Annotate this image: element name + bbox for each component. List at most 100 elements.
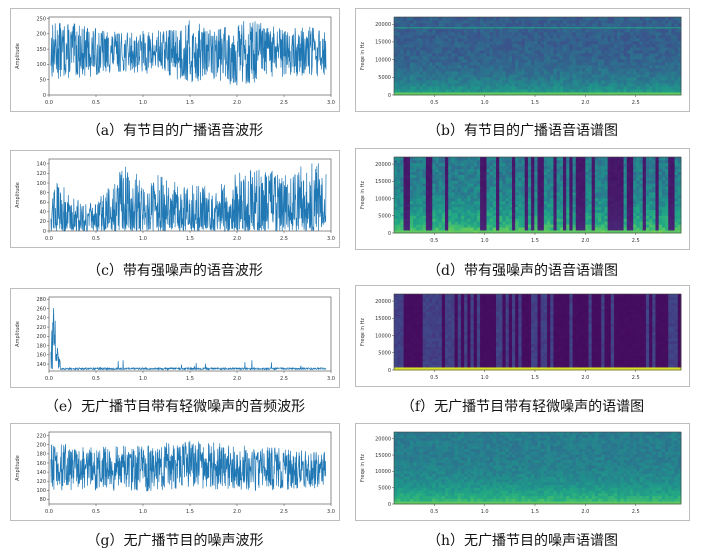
spectrogram-cell (569, 159, 573, 164)
spectrogram-cell (489, 183, 494, 187)
spectrogram-cell (515, 200, 519, 205)
x-tick-label: 1.5 (186, 236, 194, 242)
spectrogram-cell (403, 50, 408, 54)
plot-area (50, 163, 327, 233)
spectrogram-cell (480, 29, 484, 33)
spectrogram-cell (473, 174, 478, 178)
spectrogram-cell (413, 224, 417, 228)
spectrogram-cell (553, 203, 558, 208)
spectrogram-cell (464, 159, 468, 164)
x-tick-label: 1.5 (531, 238, 539, 244)
spectrogram-cell (470, 215, 475, 219)
spectrogram-cell (451, 183, 455, 187)
caption-b: （b）有节目的广播语音语谱图 (427, 123, 618, 139)
spectrogram-cell (473, 23, 478, 27)
spectrogram-cell (531, 92, 535, 96)
spectrogram-cell (547, 168, 551, 173)
spectrogram-cell (652, 86, 656, 90)
spectrogram-cell (665, 209, 669, 213)
spectrogram-cell (400, 323, 404, 327)
spectrogram-cell (537, 168, 542, 173)
spectrogram-cell (591, 189, 596, 193)
spectrogram-cell (403, 200, 408, 205)
spectrogram-cell (499, 171, 503, 175)
spectrogram-cell (633, 59, 637, 63)
spectrogram-cell (406, 326, 411, 330)
spectrogram-cell (496, 17, 500, 21)
spectrogram-cell (496, 159, 500, 164)
y-tick-label: 0 (43, 93, 46, 99)
spectrogram-cell (502, 209, 507, 213)
spectrogram-cell (585, 171, 589, 175)
spectrogram-cell (668, 227, 672, 231)
spectrogram-cell (668, 165, 672, 170)
spectrogram-cell (582, 197, 586, 202)
spectrogram-cell (438, 206, 443, 211)
spectrogram-cell (470, 230, 475, 234)
spectrogram-cell (435, 157, 440, 161)
spectrogram-cell (614, 59, 618, 63)
spectrogram-cell (566, 171, 570, 175)
spectrogram-cell (470, 83, 475, 87)
spectrogram-cell (623, 230, 628, 234)
spectrogram-cell (394, 74, 398, 78)
spectrogram-cell (425, 224, 430, 228)
y-tick-label: 20 (40, 219, 46, 225)
spectrogram-cell (524, 83, 529, 87)
spectrogram-cell (537, 159, 542, 164)
spectrogram-cell (620, 53, 624, 57)
spectrogram-cell (620, 59, 624, 63)
spectrogram-cell (441, 183, 446, 187)
spectrogram-cell (617, 177, 621, 181)
spectrogram-cell (543, 174, 548, 178)
spectrogram-cell (394, 343, 398, 348)
spectrogram-cell (559, 192, 564, 196)
spectrogram-cell (451, 32, 455, 36)
spectrogram-cell (645, 41, 650, 45)
spectrogram-cell (460, 168, 465, 173)
spectrogram-chart-f: Freqe in Hz0.5 1.0 1.5 2.0 2.505000100001500… (360, 293, 682, 381)
spectrogram-cell (645, 192, 650, 196)
spectrogram-cell (668, 157, 672, 161)
spectrogram-cell (515, 189, 519, 193)
spectrogram-cell (543, 212, 548, 216)
spectrogram-cell (448, 230, 452, 234)
spectrogram-cell (607, 17, 612, 21)
spectrogram-cell (550, 29, 554, 33)
spectrogram-cell (473, 209, 478, 213)
spectrogram-cell (550, 206, 554, 211)
spectrogram-cell (582, 50, 586, 54)
spectrogram-cell (537, 162, 542, 167)
y-axis-label: Amplitude (15, 182, 21, 208)
spectrogram-cell (467, 53, 471, 57)
spectrogram-cell (559, 20, 564, 24)
spectrogram-cell (419, 86, 424, 90)
spectrogram-cell (645, 159, 650, 164)
spectrogram-cell (652, 23, 656, 27)
y-tick-label: 0 (388, 93, 391, 99)
spectrogram-cell (432, 200, 436, 205)
spectrogram-cell (617, 162, 621, 167)
spectrogram-cell (540, 203, 545, 208)
spectrogram-cell (633, 29, 637, 33)
spectrogram-cell (432, 80, 436, 84)
spectrogram-cell (505, 20, 510, 24)
spectrogram-cell (582, 195, 586, 199)
spectrogram-cell (473, 186, 478, 190)
spectrogram-cell (476, 71, 481, 75)
spectrogram-cell (518, 200, 522, 205)
spectrogram-cell (604, 218, 609, 222)
spectrogram-cell (550, 212, 554, 216)
y-tick-label: 50 (40, 78, 46, 84)
spectrogram-cell (629, 29, 634, 33)
spectrogram-cell (575, 62, 580, 66)
spectrogram-cell (515, 165, 519, 170)
spectrogram-cell (591, 221, 596, 225)
spectrogram-cell (540, 41, 545, 45)
spectrogram-cell (422, 168, 427, 173)
spectrogram-cell (445, 165, 449, 170)
spectrogram-cell (515, 80, 519, 84)
spectrogram-cell (499, 215, 503, 219)
spectrogram-cell (633, 212, 637, 216)
spectrogram-cell (607, 65, 612, 69)
